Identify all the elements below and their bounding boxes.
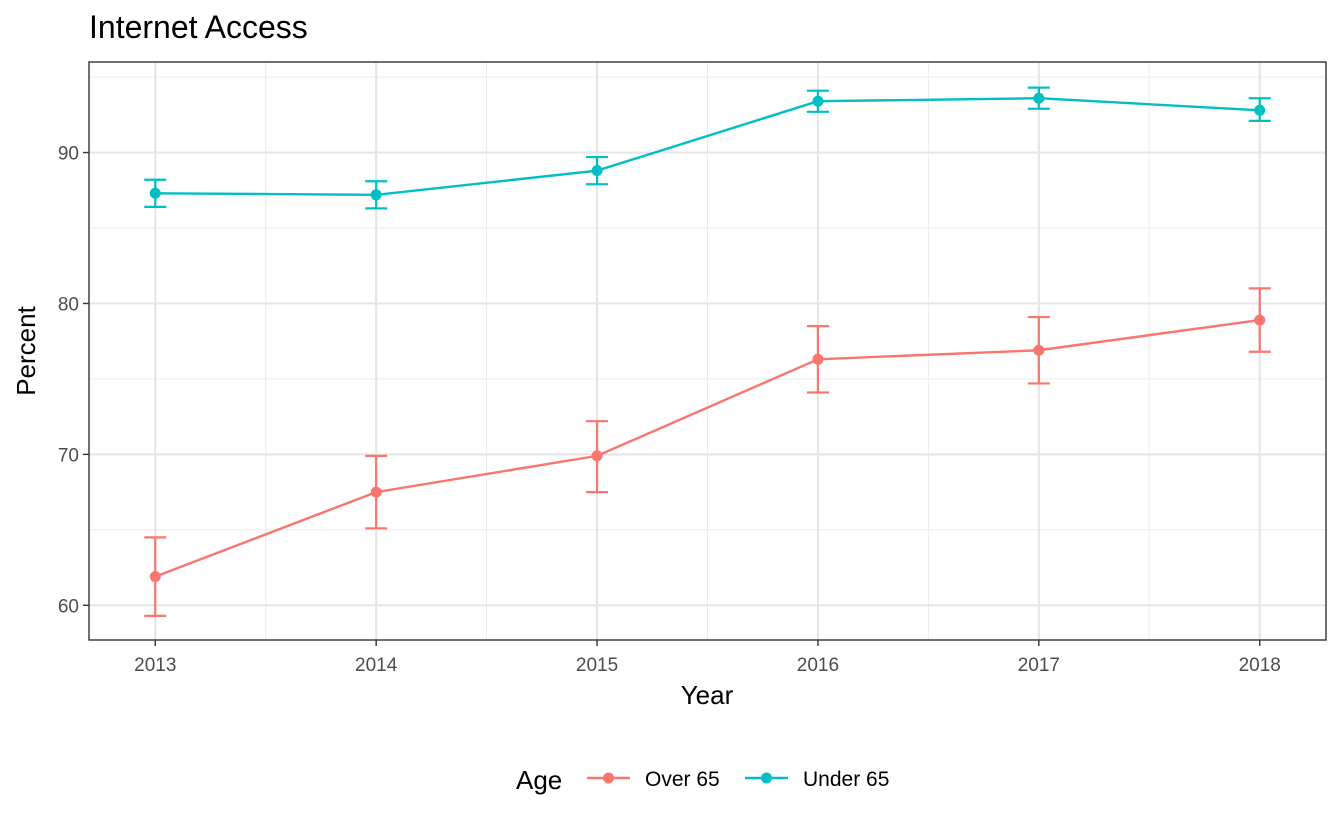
- legend-items: Over 65 Under 65: [587, 768, 889, 791]
- x-tick-label: 2013: [134, 655, 176, 676]
- y-tick-label: 70: [58, 445, 79, 466]
- series-line: [155, 97, 1260, 197]
- series-layer: [144, 86, 1271, 617]
- data-point: [1033, 344, 1045, 356]
- data-point: [812, 95, 824, 107]
- x-tick-label: 2015: [576, 655, 618, 676]
- y-tick-label: 60: [58, 596, 79, 617]
- x-axis: 2013 2014 2015 2016 2017 2018: [134, 640, 1281, 676]
- chart-title: Internet Access: [89, 9, 308, 45]
- data-point: [149, 571, 161, 583]
- data-point: [1254, 314, 1266, 326]
- data-point: [591, 450, 603, 462]
- data-point: [370, 189, 382, 201]
- x-tick-label: 2016: [797, 655, 839, 676]
- x-tick-label: 2018: [1239, 655, 1281, 676]
- x-tick-label: 2017: [1018, 655, 1060, 676]
- x-axis-title: Year: [681, 680, 734, 710]
- legend-title: Age: [516, 765, 562, 795]
- series-line: [154, 318, 1260, 578]
- y-axis: 60 70 80 90: [58, 144, 89, 617]
- series-over-65: [144, 287, 1271, 617]
- data-point: [149, 187, 161, 199]
- data-point: [812, 353, 824, 365]
- plot-border: [88, 61, 1327, 641]
- legend-key-point: [761, 772, 772, 784]
- legend-key-point: [603, 772, 614, 784]
- data-point: [370, 486, 382, 498]
- data-point: [591, 165, 603, 177]
- data-point: [1254, 104, 1266, 116]
- legend-label: Over 65: [645, 768, 720, 791]
- data-point: [1033, 92, 1045, 104]
- y-tick-label: 80: [58, 294, 79, 315]
- x-tick-label: 2014: [355, 655, 398, 676]
- legend-item: Over 65: [587, 768, 720, 791]
- y-axis-title: Percent: [11, 305, 41, 395]
- legend-label: Under 65: [803, 768, 889, 791]
- legend-item: Under 65: [745, 768, 889, 791]
- legend: Age Over 65 Under 65: [516, 765, 889, 795]
- series-under-65: [144, 86, 1271, 210]
- minor-gridlines: [89, 62, 1326, 640]
- y-tick-label: 90: [58, 144, 79, 165]
